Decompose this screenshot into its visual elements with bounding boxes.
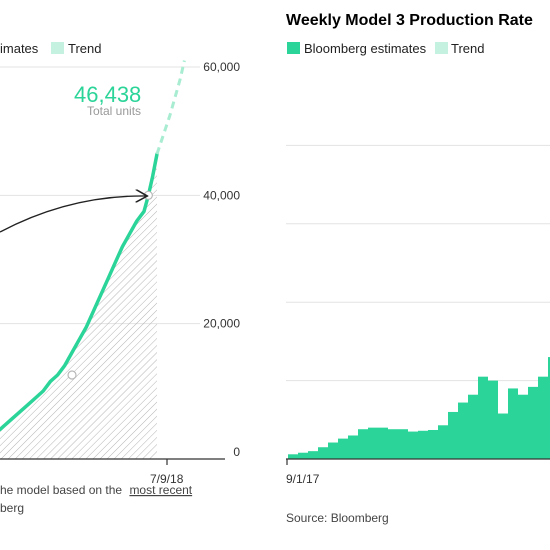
bar: [308, 451, 318, 459]
bar: [518, 394, 528, 459]
bar: [538, 376, 548, 459]
bar: [478, 376, 488, 459]
bar: [338, 438, 348, 459]
bar: [368, 427, 378, 459]
footnote: he model based on the most recent: [0, 483, 193, 497]
x-tick-label: 9/1/17: [286, 472, 320, 486]
y-tick-label: 40,000: [203, 188, 240, 202]
bar: [398, 429, 408, 459]
bar: [298, 452, 308, 459]
footnote-text: he model based on the: [0, 483, 122, 497]
bar: [508, 388, 518, 459]
bar: [448, 411, 458, 459]
data-marker: [143, 190, 153, 200]
x-tick-label: 7/9/18: [150, 472, 184, 486]
legend-label-trend: Trend: [68, 41, 101, 56]
legend-swatch-bloomberg-estimates: [287, 42, 300, 54]
bars: [288, 357, 550, 459]
y-tick-label: 60,000: [203, 60, 240, 74]
bar: [358, 429, 368, 459]
cumulative-production-chart: 60,000 40,000 20,000 0 7/9/18 46,438 Total …: [0, 41, 240, 515]
bar: [498, 413, 508, 459]
bar: [428, 429, 438, 459]
bar: [488, 380, 498, 459]
chart-title: Weekly Model 3 Production Rate: [286, 12, 533, 29]
bar: [528, 386, 538, 459]
total-units-label: Total units: [87, 104, 141, 118]
bar: [378, 427, 388, 459]
legend-label-bloomberg-estimates: Bloomberg estimates: [304, 41, 427, 56]
legend-label-trend: Trend: [451, 41, 484, 56]
legend-swatch-trend: [435, 42, 448, 54]
series-line-bloomberg-estimates: [0, 152, 159, 432]
legend-label-bloomberg-estimates: imates: [0, 41, 39, 56]
area-fill-hatched: [0, 154, 157, 459]
source-text: berg: [0, 501, 24, 515]
total-units-value: 46,438: [74, 82, 141, 107]
right-gridlines: [286, 144, 550, 382]
bar: [548, 357, 550, 459]
bar: [288, 454, 298, 459]
annotation-arrow: [0, 196, 146, 233]
y-tick-label: 20,000: [203, 317, 240, 331]
bar: [408, 431, 418, 459]
bar: [318, 447, 328, 459]
weekly-production-rate-chart: Weekly Model 3 Production Rate Bloomberg…: [286, 12, 550, 525]
left-y-tick-labels: 60,000 40,000 20,000 0: [203, 60, 240, 459]
bar: [388, 429, 398, 459]
bar: [458, 402, 468, 459]
data-marker: [67, 370, 77, 380]
bar: [348, 435, 358, 459]
bar: [328, 442, 338, 459]
source-text: Source: Bloomberg: [286, 511, 389, 525]
bar: [438, 425, 448, 459]
bar: [468, 394, 478, 459]
y-tick-label: 0: [233, 445, 240, 459]
legend-swatch-trend: [51, 42, 64, 54]
bar: [418, 430, 428, 459]
series-line-trend: [155, 60, 186, 155]
footnote-link[interactable]: most recent: [129, 483, 192, 497]
